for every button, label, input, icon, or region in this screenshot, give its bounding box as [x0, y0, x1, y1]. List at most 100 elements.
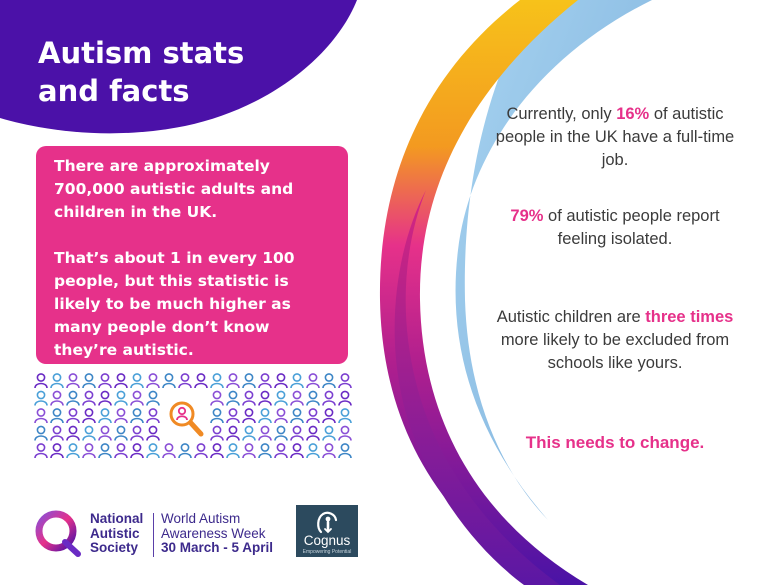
person-outline-icon	[114, 390, 128, 406]
person-outline-icon	[242, 408, 256, 424]
person-outline-icon	[210, 425, 224, 441]
person-outline-icon	[50, 425, 64, 441]
cognus-logo: Cognus Empowering Potential	[296, 505, 358, 557]
person-outline-icon	[130, 373, 144, 389]
fact-exclusion: Autistic children are three times more l…	[490, 306, 740, 375]
nas-wordmark: National Autistic Society	[90, 511, 144, 556]
statistic-callout-box: There are approximately 700,000 autistic…	[36, 146, 348, 364]
person-outline-icon	[242, 425, 256, 441]
awareness-week-label: World Autism Awareness Week 30 March - 5…	[161, 511, 274, 556]
person-outline-icon	[162, 373, 176, 389]
person-outline-icon	[34, 390, 48, 406]
person-outline-icon	[194, 373, 208, 389]
person-outline-icon	[258, 373, 272, 389]
person-outline-icon	[210, 373, 224, 389]
callout-paragraph-2: That’s about 1 in every 100 people, but …	[54, 249, 295, 359]
person-outline-icon	[98, 390, 112, 406]
person-outline-icon	[178, 373, 192, 389]
person-outline-icon	[258, 443, 272, 459]
person-outline-icon	[242, 373, 256, 389]
cognus-person-icon	[317, 511, 338, 534]
person-outline-icon	[306, 443, 320, 459]
people-grid-graphic	[34, 373, 352, 459]
person-outline-icon	[210, 390, 224, 406]
person-outline-icon	[290, 373, 304, 389]
person-outline-icon	[98, 425, 112, 441]
fact-isolation-highlight: 79%	[510, 207, 544, 225]
person-outline-icon	[114, 425, 128, 441]
nas-line-3: Society	[90, 540, 139, 555]
person-outline-icon	[306, 373, 320, 389]
fact-isolation-post: of autistic people report feeling isolat…	[543, 207, 720, 248]
title-line-1: Autism stats	[38, 36, 245, 70]
magnifying-glass-icon	[169, 401, 204, 437]
person-outline-icon	[322, 390, 336, 406]
person-outline-icon	[226, 390, 240, 406]
person-outline-icon	[50, 373, 64, 389]
person-outline-icon	[274, 373, 288, 389]
person-outline-icon	[146, 408, 160, 424]
person-outline-icon	[322, 408, 336, 424]
person-outline-icon	[114, 443, 128, 459]
call-to-action: This needs to change.	[525, 433, 705, 452]
person-outline-icon	[66, 408, 80, 424]
person-outline-icon	[306, 390, 320, 406]
person-outline-icon	[66, 373, 80, 389]
person-outline-icon	[178, 443, 192, 459]
fact-employment: Currently, only 16% of autistic people i…	[490, 103, 740, 172]
page-title: Autism stats and facts	[38, 34, 298, 110]
fact-exclusion-highlight: three times	[645, 308, 734, 326]
waw-dates: 30 March - 5 April	[161, 540, 274, 555]
nas-line-2: Autistic	[90, 525, 140, 541]
person-outline-icon	[34, 443, 48, 459]
person-outline-icon	[162, 443, 176, 459]
person-outline-icon	[306, 408, 320, 424]
person-outline-icon	[82, 443, 96, 459]
person-outline-icon	[258, 390, 272, 406]
nas-line-1: National	[90, 511, 144, 526]
person-outline-icon	[130, 390, 144, 406]
person-outline-icon	[66, 425, 80, 441]
person-outline-icon	[98, 408, 112, 424]
person-outline-icon	[82, 373, 96, 389]
cognus-tagline: Empowering Potential	[302, 549, 352, 555]
person-outline-icon	[290, 425, 304, 441]
person-outline-icon	[306, 425, 320, 441]
purple-corner-shape	[0, 0, 357, 134]
fact-employment-pre: Currently, only	[506, 105, 617, 123]
callout-paragraph-1: There are approximately 700,000 autistic…	[54, 157, 294, 221]
person-outline-icon	[338, 408, 352, 424]
footer-divider	[153, 513, 154, 557]
title-line-2: and facts	[38, 74, 190, 108]
person-outline-icon	[66, 443, 80, 459]
person-outline-icon	[34, 425, 48, 441]
person-outline-icon	[50, 390, 64, 406]
person-outline-icon	[322, 425, 336, 441]
person-outline-icon	[50, 408, 64, 424]
person-outline-icon	[322, 373, 336, 389]
person-outline-icon	[146, 443, 160, 459]
person-outline-icon	[274, 443, 288, 459]
person-outline-icon	[82, 408, 96, 424]
person-outline-icon	[258, 425, 272, 441]
person-outline-icon	[274, 408, 288, 424]
person-outline-icon	[274, 425, 288, 441]
waw-line-2: Awareness Week	[161, 525, 266, 541]
person-outline-icon	[290, 408, 304, 424]
person-outline-icon	[130, 443, 144, 459]
inner-swoosh	[394, 190, 560, 585]
waw-line-1: World Autism	[161, 511, 241, 526]
cognus-wordmark: Cognus	[303, 533, 351, 548]
person-outline-icon	[130, 425, 144, 441]
person-outline-icon	[290, 390, 304, 406]
person-outline-icon	[146, 390, 160, 406]
person-outline-icon	[210, 443, 224, 459]
person-outline-icon	[338, 390, 352, 406]
person-outline-icon	[226, 425, 240, 441]
person-outline-icon	[146, 425, 160, 441]
person-outline-icon	[98, 373, 112, 389]
person-outline-icon	[242, 390, 256, 406]
person-outline-icon	[338, 443, 352, 459]
person-outline-icon	[146, 373, 160, 389]
